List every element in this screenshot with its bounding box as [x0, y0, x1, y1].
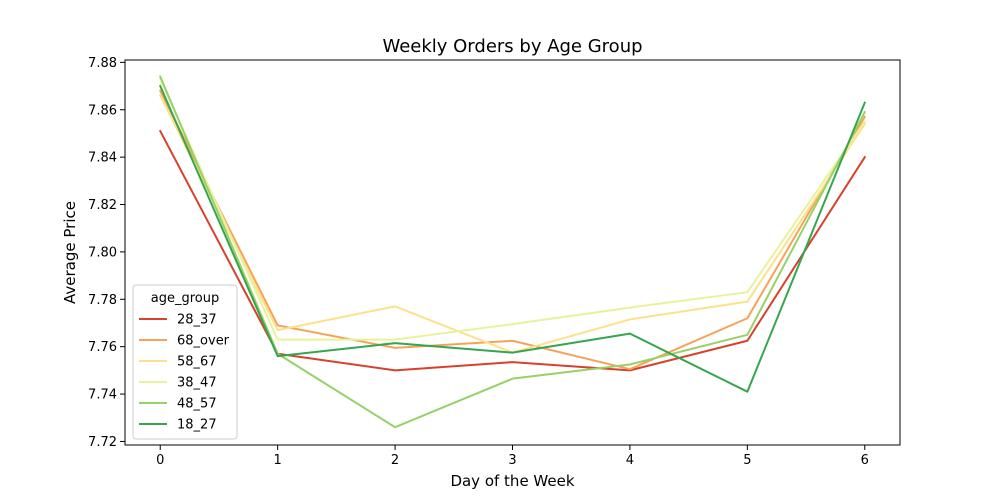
series-line-48_57: [158, 75, 867, 429]
plot-lines: [158, 75, 867, 429]
series-line-18_27: [158, 84, 867, 393]
chart-title: Weekly Orders by Age Group: [382, 36, 642, 57]
legend-label-18_27: 18_27: [177, 418, 217, 433]
x-tick-label: 2: [391, 453, 399, 468]
legend-label-48_57: 48_57: [177, 397, 217, 412]
y-axis-ticks: 7.72 7.74 7.76 7.78 7.80 7.82 7.84 7.86 7.88: [88, 56, 125, 450]
y-tick-label: 7.86: [88, 103, 117, 118]
y-axis-label: Average Price: [61, 201, 79, 304]
x-tick-label: 0: [156, 453, 164, 468]
y-tick-label: 7.74: [88, 388, 117, 403]
legend-label-68_over: 68_over: [177, 334, 230, 349]
x-tick-label: 5: [743, 453, 751, 468]
y-tick-label: 7.84: [88, 151, 117, 166]
x-axis-ticks: 0 1 2 3 4 5 6: [156, 445, 869, 468]
y-tick-label: 7.72: [88, 435, 117, 450]
legend-title: age_group: [151, 291, 219, 306]
legend-label-58_67: 58_67: [177, 355, 217, 370]
legend: age_group 28_37 68_over 58_67 38_47 48_57 18_2…: [132, 284, 238, 440]
y-tick-label: 7.76: [88, 340, 117, 355]
y-tick-label: 7.82: [88, 198, 117, 213]
y-tick-label: 7.78: [88, 293, 117, 308]
y-tick-label: 7.80: [88, 245, 117, 260]
legend-box: [132, 284, 238, 440]
legend-label-28_37: 28_37: [177, 313, 217, 328]
x-axis-label: Day of the Week: [450, 472, 574, 490]
legend-label-38_47: 38_47: [177, 376, 217, 391]
series-line-38_47: [158, 77, 867, 341]
x-tick-label: 4: [626, 453, 634, 468]
x-tick-label: 1: [274, 453, 282, 468]
x-tick-label: 3: [508, 453, 516, 468]
series-line-28_37: [158, 129, 867, 372]
y-tick-label: 7.88: [88, 56, 117, 71]
series-line-68_over: [158, 89, 867, 371]
x-tick-label: 6: [861, 453, 869, 468]
